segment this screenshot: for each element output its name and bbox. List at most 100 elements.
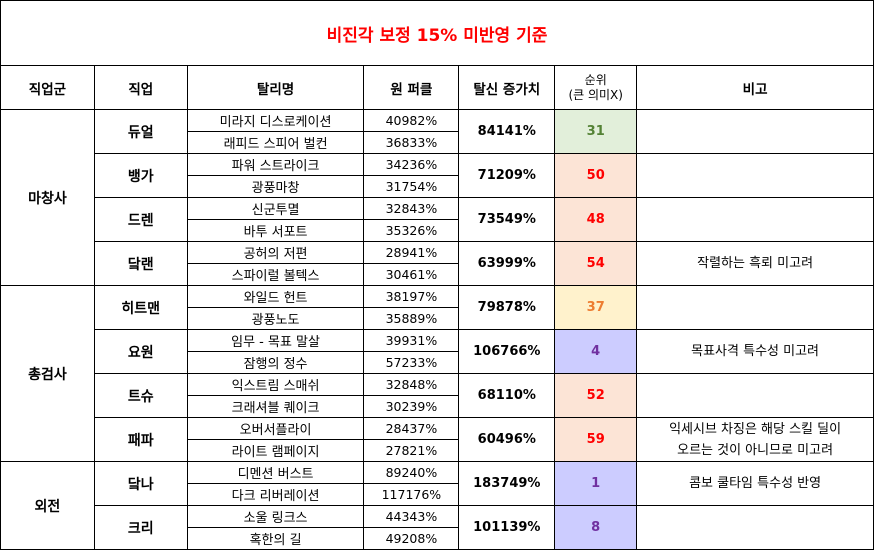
skill-cell: 와일드 헌트 [186,285,365,308]
note-cell [636,197,874,242]
table-row: 닼랜 공허의 저편 28941% 63999% 54 작렬하는 흑뢰 미고려 [1,241,874,286]
job-cell: 패파 [93,417,188,462]
header-rank-sub: (큰 의미X) [568,87,623,102]
base-value-cell: 36833% [363,131,460,154]
note-text: 콤보 쿨타임 특수성 반영 [689,476,822,491]
increase-cell: 60496% [458,417,556,462]
skill-cell: 스파이럴 볼텍스 [186,263,365,286]
base-value-cell: 35889% [363,307,460,330]
header-rank-title: 순위 [584,72,607,87]
header-note: 비고 [636,65,874,110]
base-value-cell: 44343% [363,505,460,528]
table-row: 크래셔블 퀘이크 30239% [1,395,874,418]
table-row: 다크 리버레이션 117176% [1,483,874,506]
header-increase: 탈신 증가치 [458,65,556,110]
rank-cell: 50 [554,153,638,198]
base-value-cell: 117176% [363,483,460,506]
base-value-cell: 39931% [363,329,460,352]
base-value-cell: 28437% [363,417,460,440]
skill-cell: 다크 리버레이션 [186,483,365,506]
table-row: 라이트 램페이지 27821% [1,439,874,462]
job-cell: 요원 [93,329,188,374]
note-text: 작렬하는 흑뢰 미고려 [697,256,814,271]
note-cell [636,153,874,198]
increase-cell: 101139% [458,505,556,550]
skill-cell: 혹한의 길 [186,527,365,550]
header-group: 직업군 [0,65,95,110]
base-value-cell: 40982% [363,109,460,132]
header-base: 원 퍼클 [363,65,460,110]
rank-cell: 54 [554,241,638,286]
table-row: 트슈 익스트림 스매쉬 32848% 68110% 52 [1,373,874,418]
job-cell: 뱅가 [93,153,188,198]
table-row: 바투 서포트 35326% [1,219,874,242]
skill-cell: 바투 서포트 [186,219,365,242]
rank-cell: 31 [554,109,638,154]
table-row: 혹한의 길 49208% [1,527,874,550]
job-cell: 크리 [93,505,188,550]
skill-cell: 디멘션 버스트 [186,461,365,484]
base-value-cell: 57233% [363,351,460,374]
skill-cell: 신군투멸 [186,197,365,220]
rank-cell: 1 [554,461,638,506]
skill-cell: 광풍마창 [186,175,365,198]
note-cell: 익세시브 차징은 해당 스킬 딜이 오르는 것이 아니므로 미고려 [636,417,874,462]
base-value-cell: 35326% [363,219,460,242]
base-value-cell: 30239% [363,395,460,418]
job-cell: 히트맨 [93,285,188,330]
base-value-cell: 30461% [363,263,460,286]
table-row: 총검사 히트맨 와일드 헌트 38197% 79878% 37 [0,285,874,462]
increase-cell: 73549% [458,197,556,242]
increase-cell: 71209% [458,153,556,198]
header-row: 직업군 직업 탈리명 원 퍼클 탈신 증가치 순위 (큰 의미X) 비고 [0,65,874,110]
table-row: 광풍노도 35889% [1,307,874,330]
increase-cell: 63999% [458,241,556,286]
note-cell [636,109,874,154]
header-job: 직업 [93,65,188,110]
increase-cell: 68110% [458,373,556,418]
rank-cell: 48 [554,197,638,242]
base-value-cell: 38197% [363,285,460,308]
base-value-cell: 34236% [363,153,460,176]
note-cell [636,285,874,330]
skill-cell: 미라지 디스로케이션 [186,109,365,132]
table-row: 크리 소울 링크스 44343% 101139% 8 [1,505,874,550]
increase-cell: 106766% [458,329,556,374]
skill-cell: 잠행의 정수 [186,351,365,374]
job-cell: 듀얼 [93,109,188,154]
rank-cell: 8 [554,505,638,550]
sheet-title: 비진각 보정 15% 미반영 기준 [0,0,874,66]
skill-cell: 라이트 램페이지 [186,439,365,462]
rank-cell: 52 [554,373,638,418]
note-cell: 작렬하는 흑뢰 미고려 [636,241,874,286]
skill-cell: 광풍노도 [186,307,365,330]
table-row: 드렌 신군투멸 32843% 73549% 48 [1,197,874,242]
base-value-cell: 89240% [363,461,460,484]
increase-cell: 79878% [458,285,556,330]
table-row: 마창사 듀얼 미라지 디스로케이션 40982% 84141% 31 [0,109,874,286]
rank-cell: 59 [554,417,638,462]
job-cell: 닼랜 [93,241,188,286]
skill-cell: 파워 스트라이크 [186,153,365,176]
job-cell: 트슈 [93,373,188,418]
base-value-cell: 27821% [363,439,460,462]
base-value-cell: 31754% [363,175,460,198]
skill-cell: 익스트림 스매쉬 [186,373,365,396]
header-skill: 탈리명 [186,65,365,110]
note-text: 익세시브 차징은 해당 스킬 딜이 [669,421,842,437]
group-cell: 총검사 [0,285,95,462]
skill-cell: 임무 - 목표 말살 [186,329,365,352]
increase-cell: 183749% [458,461,556,506]
base-value-cell: 49208% [363,527,460,550]
table-row: 패파 오버서플라이 28437% 60496% 59 익세시브 차징은 해당 스킬 딜이 오… [1,417,874,462]
group-cell: 외전 [0,461,95,550]
skill-cell: 크래셔블 퀘이크 [186,395,365,418]
skill-cell: 소울 링크스 [186,505,365,528]
skill-cell: 오버서플라이 [186,417,365,440]
header-rank: 순위 (큰 의미X) [554,65,638,110]
table-row: 요원 임무 - 목표 말살 39931% 106766% 4 목표사격 특수성 미고려 [1,329,874,374]
job-cell: 닼나 [93,461,188,506]
note-cell: 목표사격 특수성 미고려 [636,329,874,374]
increase-cell: 84141% [458,109,556,154]
